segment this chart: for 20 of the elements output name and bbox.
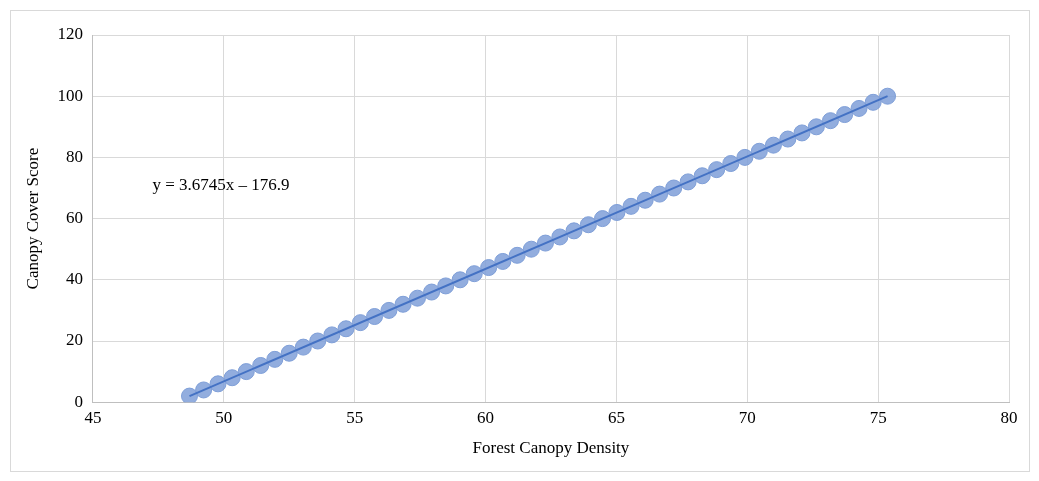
y-axis-title: Canopy Cover Score	[22, 147, 42, 290]
x-tick-label: 75	[869, 407, 887, 427]
x-axis-title: Forest Canopy Density	[472, 438, 630, 458]
x-tick-label: 60	[477, 407, 495, 427]
x-tick-label: 45	[84, 407, 102, 427]
y-tick-label: 80	[65, 146, 83, 166]
y-tick-label: 0	[74, 391, 83, 411]
y-tick-label: 60	[65, 208, 83, 228]
x-tick-label: 55	[346, 407, 364, 427]
x-tick-label: 65	[607, 407, 625, 427]
y-tick-label: 40	[65, 269, 83, 289]
x-tick-label: 50	[215, 407, 233, 427]
y-tick-label: 100	[57, 85, 83, 105]
x-tick-label: 70	[738, 407, 756, 427]
x-tick-label: 80	[1000, 407, 1018, 427]
point	[879, 87, 897, 105]
annotation: y = 3.6745x – 176.9	[152, 175, 290, 195]
y-tick-label: 20	[65, 330, 83, 350]
point	[180, 387, 198, 403]
y-tick-label: 120	[57, 24, 83, 44]
